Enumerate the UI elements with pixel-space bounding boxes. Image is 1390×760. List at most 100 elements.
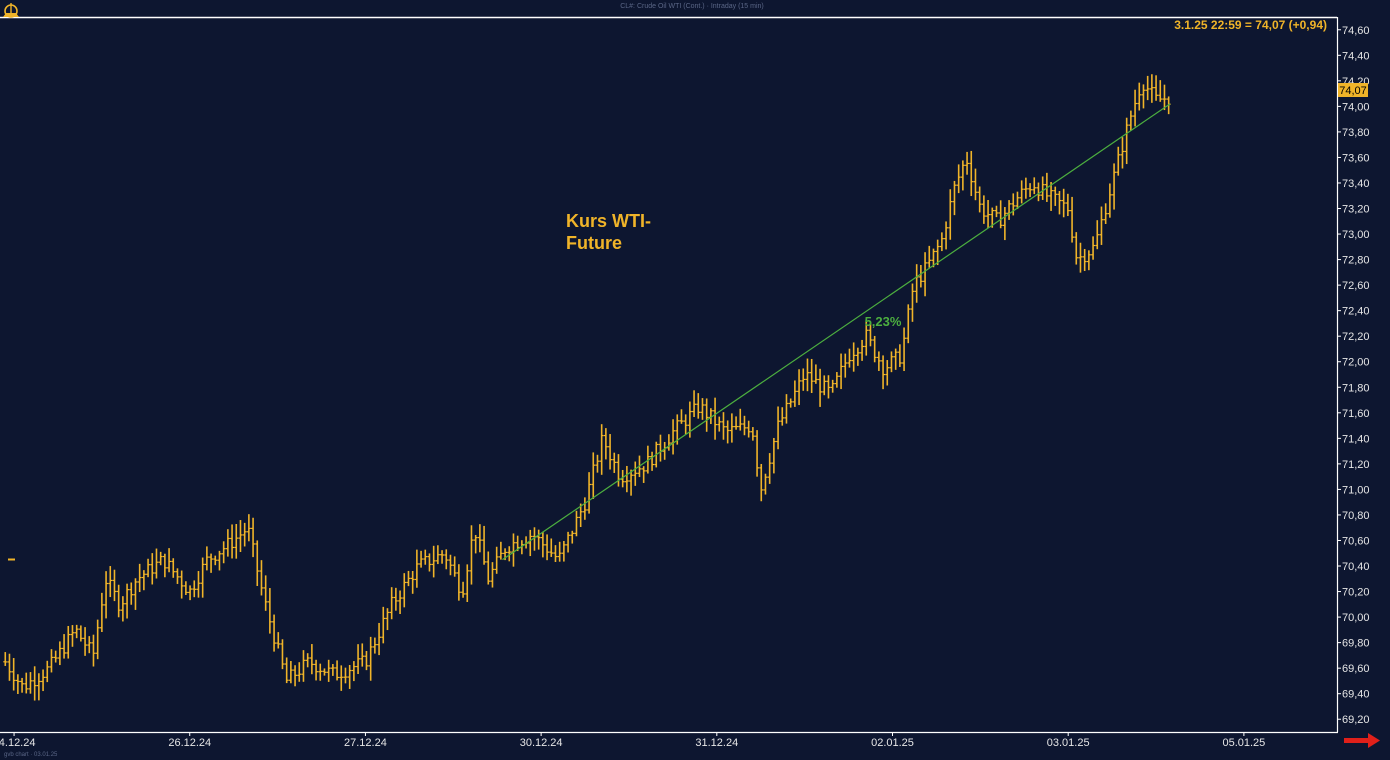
ohlc-bar: [129, 582, 134, 605]
header-caption: CL#: Crude Oil WTI (Cont.) · Intraday (1…: [620, 3, 764, 10]
ohlc-bar: [125, 583, 130, 619]
ohlc-bar: [351, 661, 356, 682]
ohlc-bar: [494, 546, 499, 574]
ohlc-bar: [95, 619, 100, 660]
y-tick-label: 71,20: [1342, 459, 1370, 471]
y-tick-label: 72,60: [1342, 280, 1370, 292]
ohlc-bar: [570, 530, 575, 544]
y-tick-label: 73,40: [1342, 178, 1370, 190]
ohlc-bar: [452, 556, 457, 577]
ohlc-bar: [902, 327, 907, 372]
ohlc-bar: [196, 571, 201, 598]
ohlc-bar: [927, 245, 932, 268]
ohlc-bar: [876, 351, 881, 371]
footer-caption: gvb chart · 03.01.25: [4, 752, 58, 758]
ohlc-bar: [700, 398, 705, 420]
ohlc-bar: [956, 164, 961, 194]
y-tick-label: 71,80: [1342, 382, 1370, 394]
ohlc-bar: [209, 553, 214, 573]
ohlc-bar: [486, 551, 491, 585]
ohlc-bar: [360, 643, 365, 667]
ohlc-bar: [251, 517, 256, 558]
y-tick-label: 72,80: [1342, 255, 1370, 267]
last-quote-readout: 3.1.25 22:59 = 74,07 (+0,94): [1174, 18, 1327, 32]
y-tick-label: 72,20: [1342, 331, 1370, 343]
ohlc-bar: [133, 578, 138, 610]
ohlc-bar: [1040, 176, 1045, 200]
ohlc-bar: [805, 358, 810, 392]
ohlc-bar: [595, 454, 600, 473]
ohlc-bar: [981, 195, 986, 224]
ohlc-bar: [330, 664, 335, 676]
ohlc-bar: [839, 353, 844, 390]
ohlc-bar: [935, 239, 940, 266]
ohlc-bar: [192, 580, 197, 598]
ohlc-bar: [1154, 75, 1159, 101]
ohlc-bar: [259, 560, 264, 596]
ohlc-bar: [633, 461, 638, 486]
ohlc-bar: [343, 667, 348, 684]
x-tick-label: 02.01.25: [871, 737, 914, 749]
ohlc-bar: [242, 522, 247, 547]
ohlc-bar: [1049, 182, 1054, 211]
ohlc-bar: [755, 430, 760, 477]
ohlc-bar: [78, 625, 83, 642]
ohlc-bar: [461, 581, 466, 598]
ohlc-bar: [414, 549, 419, 588]
last-price-tag-text: 74,07: [1339, 85, 1367, 97]
ohlc-bar: [200, 557, 205, 598]
ohlc-bar: [939, 232, 944, 252]
ohlc-bar: [1116, 146, 1121, 176]
ohlc-bar: [792, 380, 797, 407]
ohlc-bar: [557, 541, 562, 562]
ohlc-bar: [146, 558, 151, 578]
x-axis-ticks: 24.12.24 26.12.24 27.12.24 30.12.24 31.12.24…: [0, 732, 1265, 749]
ohlc-bar: [498, 541, 503, 560]
ohlc-bar: [435, 545, 440, 565]
ohlc-bar: [1078, 242, 1083, 273]
menu-logo-icon[interactable]: [3, 3, 19, 18]
ohlc-bar: [427, 553, 432, 572]
ohlc-bar: [864, 320, 869, 356]
ohlc-bar: [162, 553, 167, 578]
ohlc-bar: [36, 673, 41, 701]
ohlc-bar: [1137, 82, 1142, 111]
ohlc-bar: [74, 624, 79, 639]
ohlc-bar: [377, 622, 382, 656]
ohlc-bar: [112, 569, 117, 602]
ohlc-bar: [444, 549, 449, 570]
ohlc-bar: [83, 627, 88, 656]
ohlc-bar: [645, 445, 650, 474]
ohlc-bar: [1124, 117, 1129, 165]
y-tick-label: 74,00: [1342, 101, 1370, 113]
ohlc-bar: [246, 514, 251, 542]
ohlc-bar: [477, 524, 482, 553]
scroll-right-arrow-icon[interactable]: [1344, 733, 1380, 748]
ohlc-bar: [960, 160, 965, 191]
ohlc-bar: [843, 353, 848, 378]
ohlc-bar: [944, 221, 949, 250]
ohlc-bar: [948, 189, 953, 240]
ohlc-bar: [750, 427, 755, 441]
ohlc-bar: [188, 585, 193, 601]
ohlc-bar: [213, 555, 218, 566]
ohlc-bar: [1028, 183, 1033, 198]
ohlc-bar: [734, 416, 739, 430]
trend-change-label: 5,23%: [865, 314, 902, 329]
ohlc-bar: [356, 644, 361, 675]
ohlc-bar: [889, 351, 894, 373]
ohlc-bar: [230, 524, 235, 559]
y-tick-label: 70,20: [1342, 587, 1370, 599]
ohlc-bar: [721, 412, 726, 440]
ohlc-bar: [965, 151, 970, 175]
ohlc-bar: [994, 205, 999, 218]
ohlc-bar: [28, 672, 33, 694]
ohlc-bar: [624, 465, 629, 493]
ohlc-bar: [809, 358, 814, 393]
ohlc-bar: [692, 390, 697, 418]
y-tick-label: 73,60: [1342, 152, 1370, 164]
ohlc-bar: [314, 659, 319, 681]
ohlc-bar: [1133, 89, 1138, 127]
ohlc-bar: [297, 662, 302, 682]
ohlc-bar: [225, 529, 230, 557]
